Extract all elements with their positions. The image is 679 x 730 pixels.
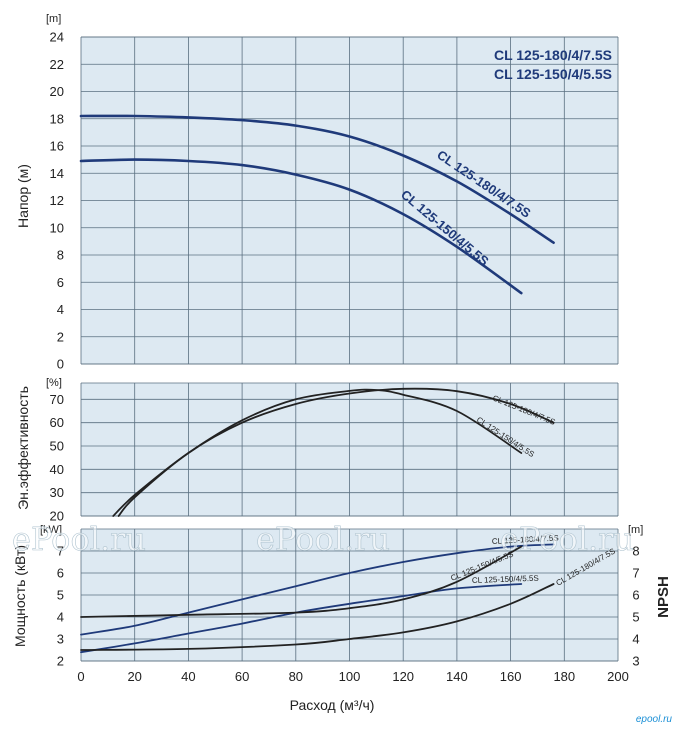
- y-tick-label: 3: [57, 632, 64, 647]
- y-tick-label: 6: [57, 275, 64, 290]
- y-tick-label: 4: [57, 302, 64, 317]
- x-tick-label: 80: [289, 669, 303, 684]
- x-tick-label: 60: [235, 669, 249, 684]
- y-tick-label: 20: [50, 84, 64, 99]
- npsh-y-axis-label: NPSH: [655, 576, 672, 618]
- npsh-y-unit: [m]: [628, 524, 643, 536]
- x-tick-label: 200: [607, 669, 629, 684]
- head-grid: [80, 36, 619, 365]
- x-tick-label: 100: [339, 669, 361, 684]
- efficiency-curves: [112, 387, 555, 517]
- npsh-tick-label: 7: [632, 566, 639, 581]
- x-tick-label: 40: [181, 669, 195, 684]
- eff-series-line-1: [112, 388, 523, 517]
- chart-title-line-1: CL 125-180/4/7.5S: [494, 47, 612, 63]
- y-tick-label: 18: [50, 111, 64, 126]
- x-tick-label: 140: [446, 669, 468, 684]
- x-tick-label: 180: [553, 669, 575, 684]
- npsh-tick-label: 5: [632, 610, 639, 625]
- y-tick-label: 5: [57, 588, 64, 603]
- flow-x-ticks: 0 20 40 60 80 100 120 140 160 180 200: [77, 669, 628, 684]
- y-tick-label: 4: [57, 610, 64, 625]
- y-tick-label: 40: [50, 462, 64, 477]
- y-tick-label: 8: [57, 248, 64, 263]
- npsh-tick-label: 6: [632, 588, 639, 603]
- y-tick-label: 60: [50, 415, 64, 430]
- y-tick-label: 50: [50, 439, 64, 454]
- efficiency-y-unit: [%]: [46, 377, 62, 389]
- y-tick-label: 12: [50, 193, 64, 208]
- head-series-line-1: [79, 158, 523, 295]
- efficiency-grid: [80, 382, 619, 517]
- head-curves: [79, 114, 555, 295]
- y-tick-label: 24: [50, 30, 64, 45]
- y-tick-label: 20: [50, 509, 64, 524]
- y-tick-label: 6: [57, 566, 64, 581]
- power-y-ticks: 2 3 4 5 6 7: [57, 544, 64, 669]
- y-tick-label: 14: [50, 166, 64, 181]
- power-label-180: CL 125-180/4/7.5S: [492, 534, 559, 546]
- chart-title-line-2: CL 125-150/4/5.5S: [494, 66, 612, 82]
- y-tick-label: 10: [50, 220, 64, 235]
- power-label-150: CL 125-150/4/5.5S: [472, 574, 539, 585]
- head-series-line-0: [79, 114, 555, 244]
- power-y-axis-label: Мощность (кВт): [12, 545, 28, 647]
- x-tick-label: 120: [392, 669, 414, 684]
- watermark-3: ePool.ru: [500, 520, 634, 558]
- x-tick-label: 0: [77, 669, 84, 684]
- power-y-unit: [kW]: [40, 524, 62, 536]
- head-y-unit: [m]: [46, 13, 61, 25]
- npsh-tick-label: 4: [632, 632, 639, 647]
- efficiency-y-axis-label: Эн.эффективность: [15, 386, 31, 510]
- y-tick-label: 2: [57, 654, 64, 669]
- watermark-1: ePool.ru: [12, 520, 146, 558]
- y-tick-label: 70: [50, 392, 64, 407]
- npsh-tick-label: 3: [632, 654, 639, 669]
- head-y-axis-label: Напор (м): [15, 164, 31, 228]
- pow-series-line-0: [80, 543, 555, 636]
- efficiency-y-ticks: 20 30 40 50 60 70: [50, 392, 64, 524]
- x-axis-label: Расход (м³/ч): [290, 697, 375, 713]
- site-logo: epool.ru: [636, 714, 673, 725]
- y-tick-label: 7: [57, 544, 64, 559]
- y-tick-label: 0: [57, 357, 64, 372]
- power-curves: [80, 543, 555, 654]
- watermark-2: ePool.ru: [256, 520, 390, 558]
- y-tick-label: 22: [50, 57, 64, 72]
- y-tick-label: 16: [50, 139, 64, 154]
- pow-series-line-3: [80, 583, 555, 651]
- npsh-y-ticks: 3 4 5 6 7 8: [632, 544, 639, 669]
- pow-series-line-2: [80, 545, 523, 618]
- x-tick-label: 160: [500, 669, 522, 684]
- y-tick-label: 30: [50, 485, 64, 500]
- power-npsh-panel: 2 3 4 5 6 7 3 4 5 6 7 8 0 20 40 60 80 100 120 140 160 180 20…: [12, 524, 672, 713]
- npsh-tick-label: 8: [632, 544, 639, 559]
- x-tick-label: 20: [127, 669, 141, 684]
- y-tick-label: 2: [57, 329, 64, 344]
